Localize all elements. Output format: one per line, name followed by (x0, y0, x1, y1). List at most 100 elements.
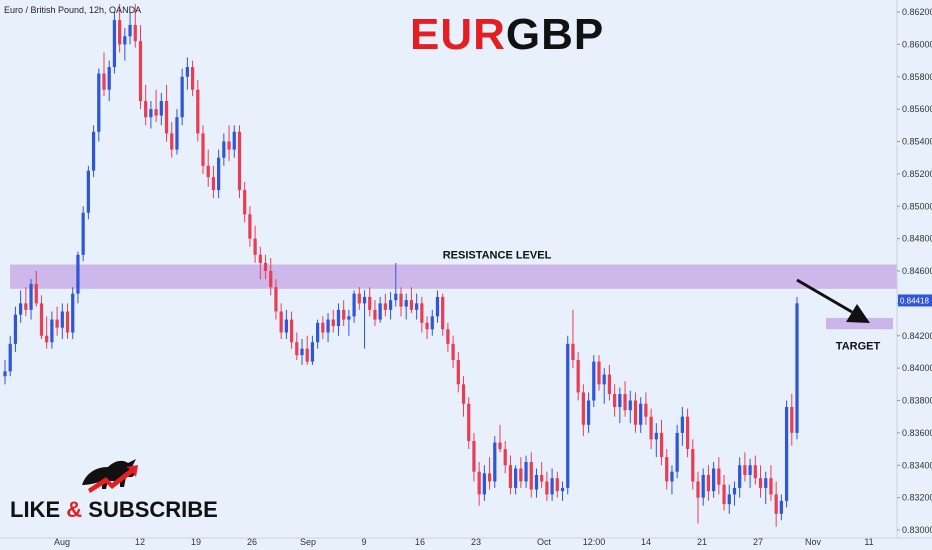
candle (748, 458, 752, 488)
candle (738, 457, 742, 498)
candle (196, 79, 200, 142)
x-tick-label: 12 (135, 537, 145, 547)
candle-body (227, 141, 231, 150)
candle (102, 52, 106, 97)
candle (149, 101, 153, 129)
candle-body (60, 311, 64, 328)
candle (529, 452, 533, 498)
candle-body (13, 314, 18, 344)
candle-body (399, 293, 403, 307)
candle (654, 423, 658, 458)
candle (409, 287, 414, 314)
candle (232, 125, 236, 158)
candle (592, 355, 596, 407)
candle-body (383, 303, 387, 310)
x-tick-label: 23 (471, 537, 481, 547)
candle-body (649, 416, 653, 440)
candle-body (487, 473, 492, 482)
candle-body (138, 41, 143, 102)
y-tick-label: 0.85400 (902, 137, 932, 147)
candle (602, 368, 606, 404)
target-arrow-head (846, 304, 870, 323)
x-tick-label: 9 (361, 537, 366, 547)
candle (618, 387, 622, 424)
candle-body (378, 303, 382, 320)
candle (420, 296, 424, 333)
candle (170, 122, 174, 158)
candle-body (368, 296, 372, 310)
logo-gbp: GBP (505, 10, 605, 59)
candle (39, 295, 44, 339)
candle (415, 293, 419, 320)
candle-body (284, 319, 288, 333)
x-tick-label: 14 (641, 537, 651, 547)
candle (60, 303, 64, 339)
candle-body (628, 400, 632, 411)
candle-body (774, 494, 778, 514)
candle (586, 392, 591, 433)
candle-body (258, 254, 262, 263)
candle (566, 335, 570, 495)
candle (597, 355, 601, 391)
candle-body (76, 254, 80, 294)
candle-body (362, 296, 367, 304)
candle-body (263, 262, 268, 271)
resistance-zone (10, 264, 897, 289)
candle (644, 392, 648, 425)
candle (65, 303, 70, 339)
candle (425, 316, 429, 339)
candle-body (654, 432, 658, 440)
candle (607, 364, 612, 401)
candle (446, 322, 450, 352)
y-tick-label: 0.83800 (902, 396, 932, 406)
resistance-label: RESISTANCE LEVEL (443, 250, 552, 262)
candle-body (743, 465, 747, 475)
candle (534, 468, 539, 498)
candle-body (352, 293, 356, 317)
candle (19, 290, 23, 323)
candle-body (185, 67, 189, 77)
candle-body (758, 478, 763, 488)
candle-body (326, 319, 330, 333)
candle-body (550, 478, 554, 495)
candle-body (555, 478, 559, 492)
candle (560, 481, 565, 501)
candle (86, 165, 90, 220)
candle-body (144, 101, 148, 118)
candle-body (269, 271, 273, 288)
candle (659, 419, 664, 466)
candle (753, 455, 757, 485)
candle-body (55, 319, 59, 328)
candle (284, 309, 288, 339)
candle (206, 149, 210, 187)
candle-body (310, 342, 315, 362)
candle-body (644, 403, 648, 417)
candle (550, 468, 554, 501)
candle-body (529, 462, 533, 490)
candle-body (701, 474, 705, 498)
candle (123, 28, 127, 61)
candle-body (196, 89, 200, 134)
candle (508, 455, 513, 495)
bull-silhouette (82, 459, 136, 489)
candle (670, 465, 674, 495)
candle-body (503, 449, 507, 466)
candle (514, 465, 518, 495)
x-tick-label: 26 (247, 537, 257, 547)
candle-body (748, 465, 752, 475)
candle-body (279, 311, 283, 333)
candle-body (300, 348, 304, 356)
candle-body (581, 392, 585, 425)
candles-layer (3, 3, 799, 527)
x-tick-label: 19 (191, 537, 201, 547)
candle-body (795, 303, 799, 433)
candle-body (19, 303, 23, 315)
y-tick-label: 0.85800 (902, 72, 932, 82)
candle-body (467, 403, 471, 441)
candle (222, 133, 226, 166)
candle-body (133, 24, 137, 42)
y-axis-panel (897, 0, 932, 550)
x-tick-label: Sep (300, 537, 316, 547)
